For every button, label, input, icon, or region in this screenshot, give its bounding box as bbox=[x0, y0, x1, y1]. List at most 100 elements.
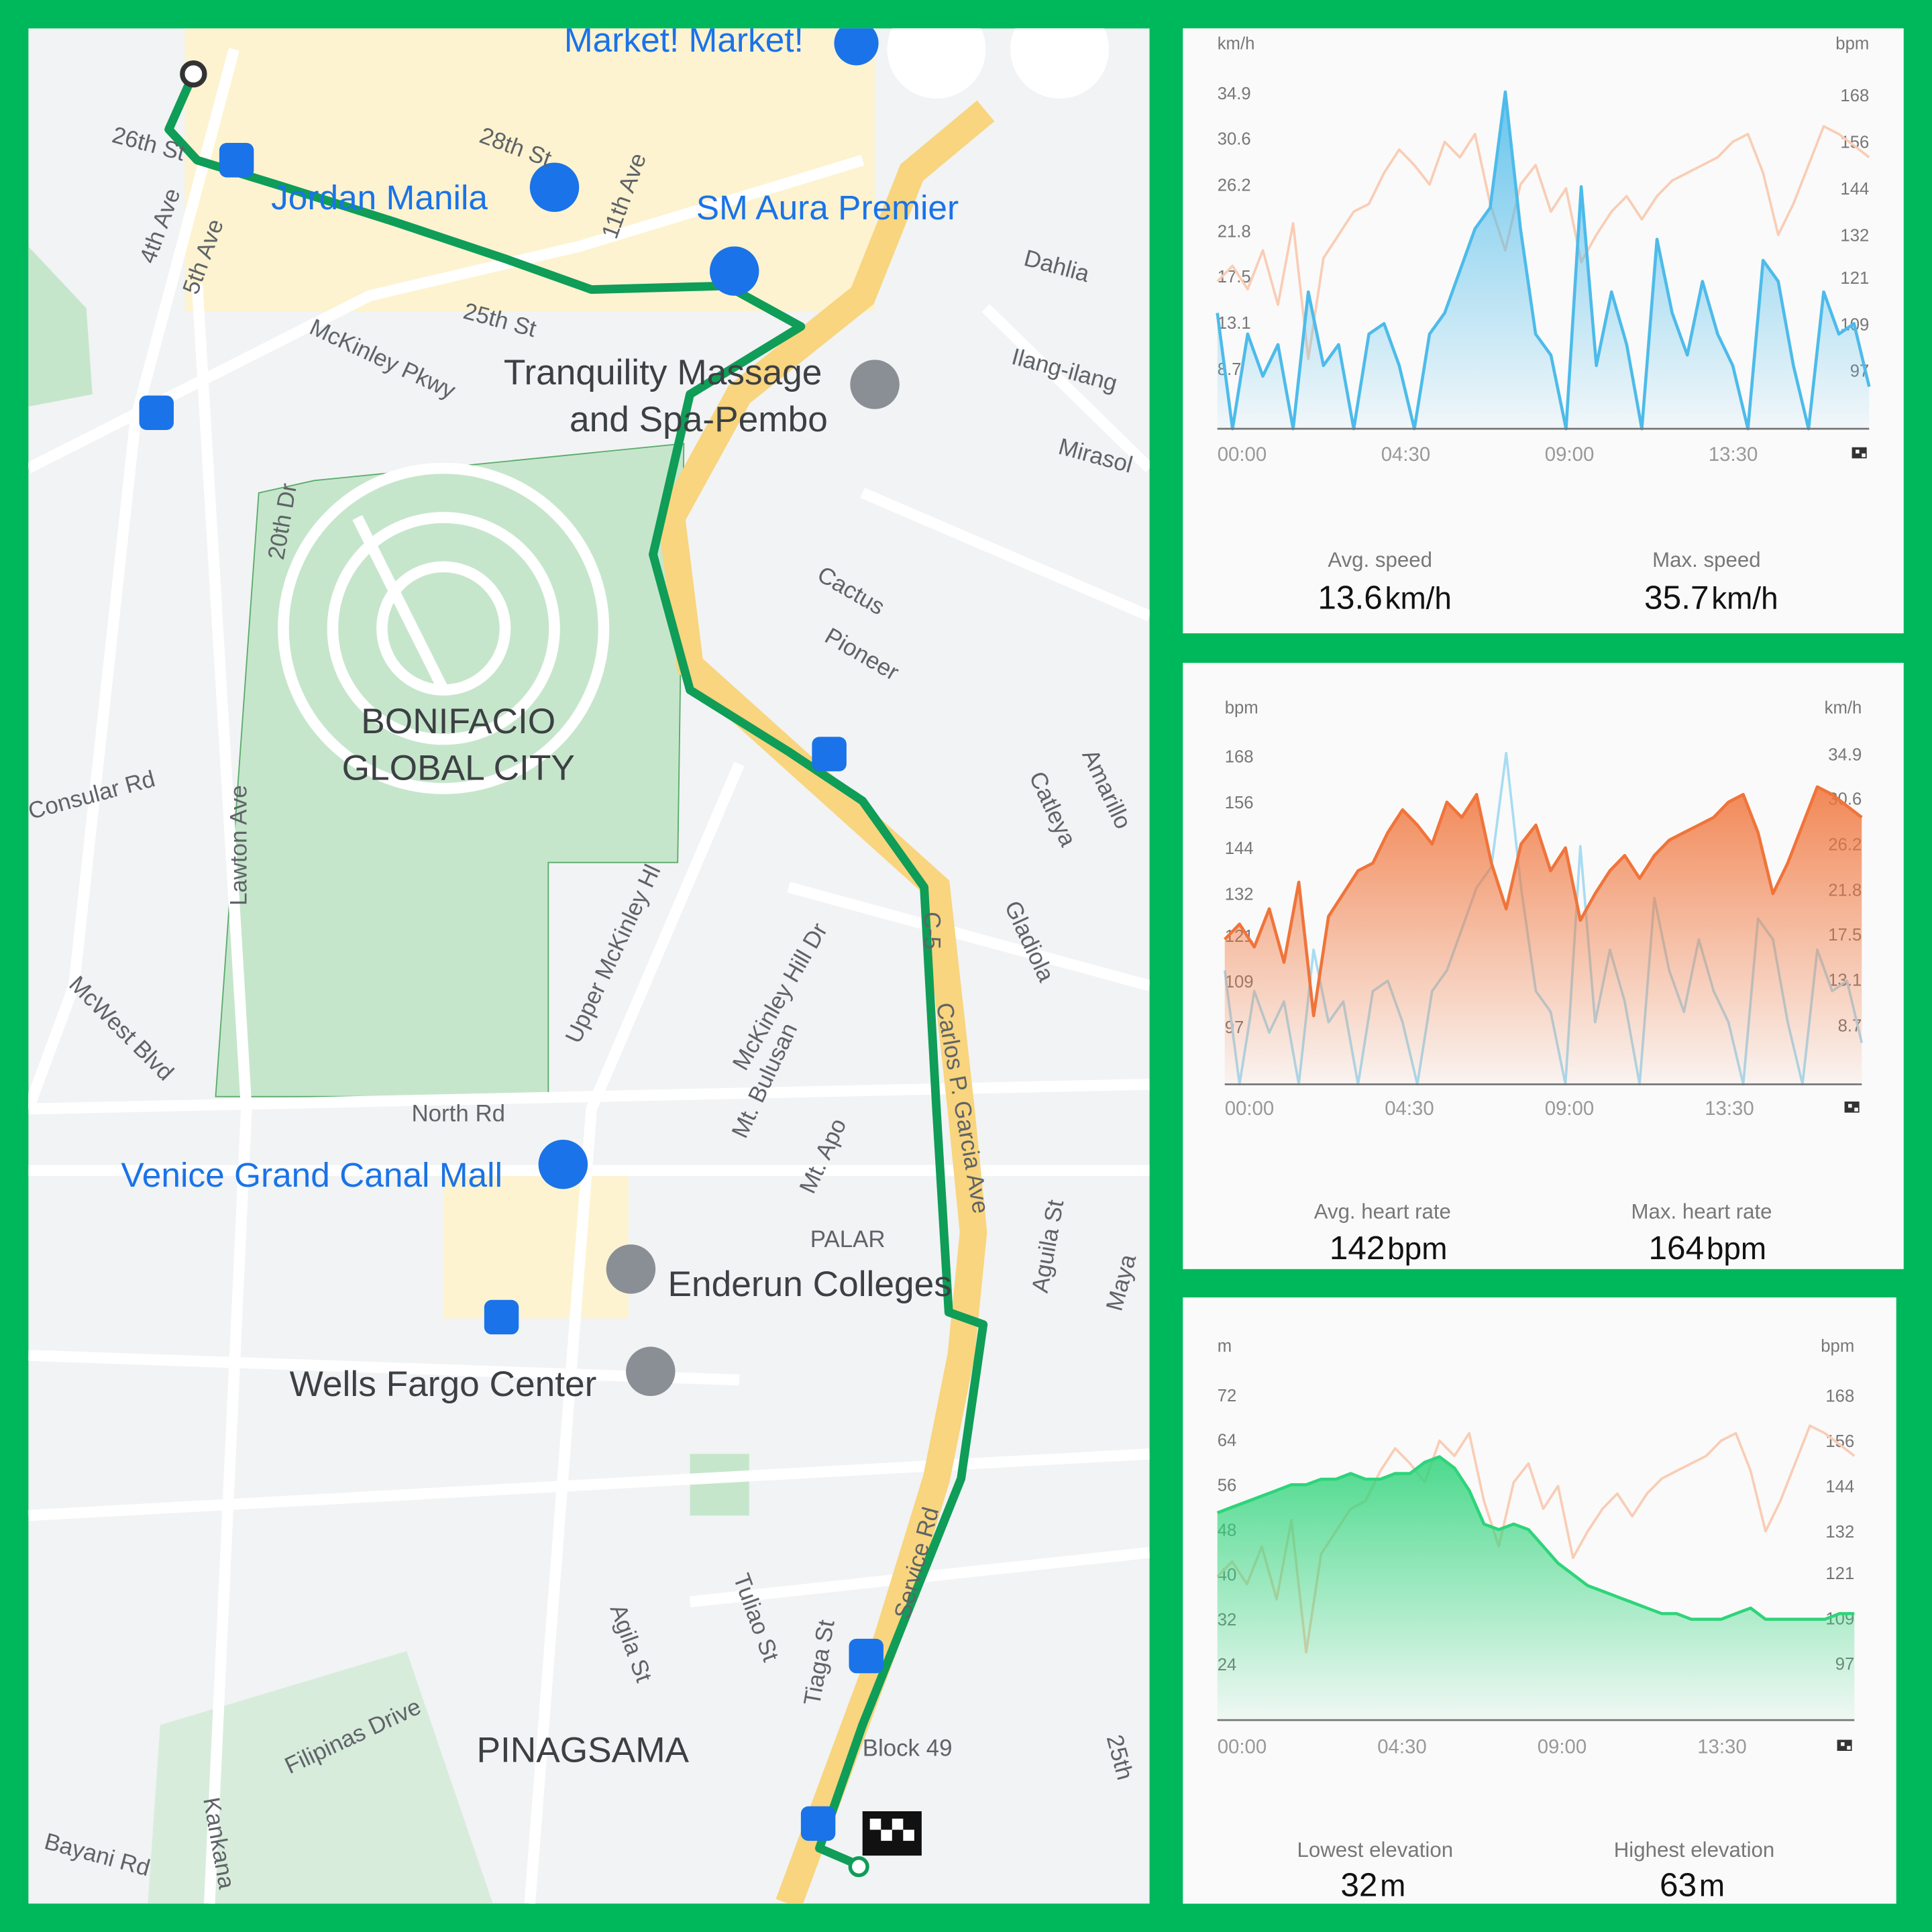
y-tick-label: 156 bbox=[1225, 794, 1254, 812]
y-tick-label: 21.8 bbox=[1218, 222, 1251, 241]
park bbox=[28, 246, 93, 407]
stat-unit: km/h bbox=[1711, 580, 1778, 615]
line bbox=[1216, 125, 1870, 360]
finish-icon bbox=[1837, 1739, 1852, 1751]
map-label: BONIFACIO bbox=[361, 702, 555, 741]
map-label: Wells Fargo Center bbox=[290, 1364, 597, 1404]
y2-tick-label: 156 bbox=[1825, 1432, 1854, 1451]
x-tick-label: 00:00 bbox=[1218, 443, 1267, 466]
y-tick-label: 13.1 bbox=[1218, 314, 1251, 333]
map-label: PALAR bbox=[810, 1226, 885, 1252]
finish-icon bbox=[1844, 1102, 1860, 1113]
chart-panel bbox=[1183, 28, 1904, 634]
y-tick-label: 30.6 bbox=[1218, 129, 1251, 148]
stat-label: Lowest elevation bbox=[1297, 1838, 1454, 1862]
map-background bbox=[28, 28, 1150, 1904]
y-tick-label: 72 bbox=[1218, 1387, 1237, 1405]
map[interactable]: Market! Market! 26th St 28th St 11th Ave… bbox=[25, 0, 1150, 1904]
flag bbox=[1848, 1104, 1852, 1108]
area bbox=[1224, 786, 1862, 1085]
area bbox=[1217, 92, 1870, 429]
map-label: SM Aura Premier bbox=[696, 188, 959, 227]
y-axis-label: bpm bbox=[1225, 698, 1258, 717]
y2-axis-label: bpm bbox=[1835, 34, 1869, 53]
x-tick-label: 00:00 bbox=[1225, 1097, 1275, 1120]
y2-tick-label: 156 bbox=[1840, 133, 1869, 152]
map-label: Jordan Manila bbox=[271, 178, 488, 217]
finish-icon bbox=[1851, 447, 1867, 459]
flag bbox=[1841, 1742, 1845, 1746]
map-label: Venice Grand Canal Mall bbox=[121, 1155, 502, 1194]
y2-tick-label: 168 bbox=[1825, 1387, 1854, 1405]
stat-label: Max. heart rate bbox=[1631, 1200, 1772, 1224]
collapse-button[interactable] bbox=[1010, 0, 1110, 99]
pins bbox=[529, 28, 900, 1397]
route bbox=[164, 72, 988, 1871]
y2-axis-label: bpm bbox=[1821, 1337, 1854, 1356]
stat-unit: m bbox=[1380, 1868, 1405, 1903]
x-tick-label: 00:00 bbox=[1218, 1736, 1267, 1758]
map-label: Block 49 bbox=[863, 1735, 953, 1761]
x-tick-label: 04:30 bbox=[1385, 1097, 1434, 1120]
highway bbox=[657, 100, 995, 1904]
stat-value: 164 bbox=[1648, 1229, 1704, 1267]
flag bbox=[1856, 449, 1860, 453]
x-tick-label: 13:30 bbox=[1697, 1736, 1747, 1758]
y-tick-label: 26.2 bbox=[1218, 176, 1251, 195]
y2-tick-label: 168 bbox=[1840, 87, 1869, 105]
flag bbox=[1847, 1746, 1851, 1750]
y2-tick-label: 121 bbox=[1825, 1564, 1854, 1583]
stat-label: Highest elevation bbox=[1614, 1838, 1775, 1862]
map-label: Enderun Colleges bbox=[668, 1265, 952, 1304]
x-tick-label: 04:30 bbox=[1377, 1736, 1427, 1758]
x-tick-label: 13:30 bbox=[1705, 1097, 1754, 1120]
y2-tick-label: 144 bbox=[1825, 1477, 1854, 1496]
stat-unit: bpm bbox=[1387, 1231, 1447, 1266]
map-label: and Spa-Pembo bbox=[570, 400, 828, 439]
map-label: Lawton Ave bbox=[225, 785, 252, 906]
stat-value: 35.7 bbox=[1644, 578, 1709, 616]
y-tick-label: 56 bbox=[1218, 1477, 1237, 1495]
stat-value: 142 bbox=[1330, 1229, 1385, 1267]
x-tick-label: 09:00 bbox=[1538, 1736, 1587, 1758]
park bbox=[690, 1454, 749, 1516]
stat-label: Avg. speed bbox=[1328, 548, 1432, 572]
finish-flag bbox=[848, 1811, 922, 1878]
stat-unit: m bbox=[1699, 1868, 1725, 1903]
park bbox=[148, 1651, 493, 1904]
x-tick-label: 13:30 bbox=[1709, 443, 1758, 466]
flag bbox=[1862, 453, 1866, 458]
layers-button[interactable] bbox=[887, 0, 986, 99]
y2-tick-label: 132 bbox=[1825, 1523, 1854, 1542]
stat-unit: km/h bbox=[1385, 580, 1451, 615]
y-tick-label: 64 bbox=[1218, 1432, 1237, 1450]
y2-axis-label: km/h bbox=[1825, 698, 1862, 717]
y-axis-label: km/h bbox=[1218, 34, 1255, 53]
commercial-area bbox=[443, 1170, 629, 1319]
stat-label: Avg. heart rate bbox=[1314, 1200, 1451, 1224]
x-tick-label: 09:00 bbox=[1545, 443, 1595, 466]
map-label: PINAGSAMA bbox=[476, 1731, 689, 1770]
stat-value: 63 bbox=[1660, 1866, 1697, 1904]
area bbox=[1217, 1456, 1855, 1721]
stat-unit: bpm bbox=[1707, 1231, 1766, 1266]
y-tick-label: 132 bbox=[1225, 885, 1254, 904]
map-label: North Rd bbox=[411, 1100, 505, 1126]
line bbox=[1216, 90, 1871, 431]
x-tick-label: 04:30 bbox=[1381, 443, 1431, 466]
bus-stops bbox=[139, 143, 883, 1841]
map-label: C-5 bbox=[919, 912, 945, 949]
x-tick-label: 09:00 bbox=[1545, 1097, 1595, 1120]
y-tick-label: 144 bbox=[1225, 839, 1254, 858]
start-marker bbox=[180, 60, 207, 88]
stat-value: 32 bbox=[1340, 1866, 1377, 1904]
map-label: Tranquility Massage bbox=[504, 353, 822, 392]
stat-label: Max. speed bbox=[1652, 548, 1760, 572]
map-label: Market! Market! bbox=[564, 20, 804, 59]
y2-tick-label: 144 bbox=[1840, 180, 1869, 199]
y-tick-label: 168 bbox=[1225, 748, 1254, 767]
y2-tick-label: 34.9 bbox=[1828, 745, 1862, 764]
stat-value: 13.6 bbox=[1318, 578, 1383, 616]
y-axis-label: m bbox=[1218, 1337, 1232, 1356]
